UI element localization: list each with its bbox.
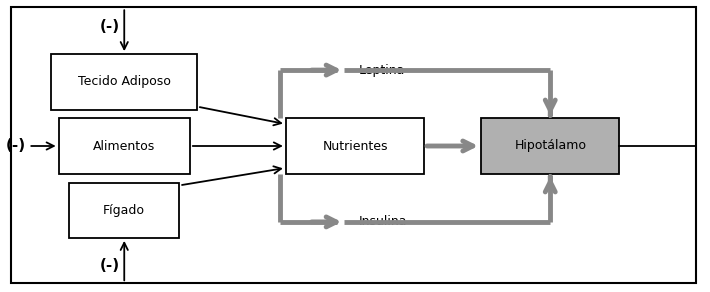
Text: Insulina: Insulina: [359, 215, 407, 228]
Text: (-): (-): [6, 138, 26, 154]
Text: Hipotálamo: Hipotálamo: [514, 140, 586, 152]
FancyBboxPatch shape: [58, 118, 190, 174]
FancyBboxPatch shape: [51, 54, 197, 110]
Text: Leptina: Leptina: [359, 64, 405, 77]
Text: (-): (-): [100, 258, 120, 273]
Text: (-): (-): [100, 19, 120, 34]
Text: Alimentos: Alimentos: [93, 140, 155, 152]
FancyBboxPatch shape: [70, 182, 179, 238]
Text: Nutrientes: Nutrientes: [322, 140, 388, 152]
FancyBboxPatch shape: [481, 118, 619, 174]
FancyBboxPatch shape: [285, 118, 425, 174]
Text: Fígado: Fígado: [103, 204, 146, 217]
Text: Tecido Adiposo: Tecido Adiposo: [78, 75, 170, 88]
